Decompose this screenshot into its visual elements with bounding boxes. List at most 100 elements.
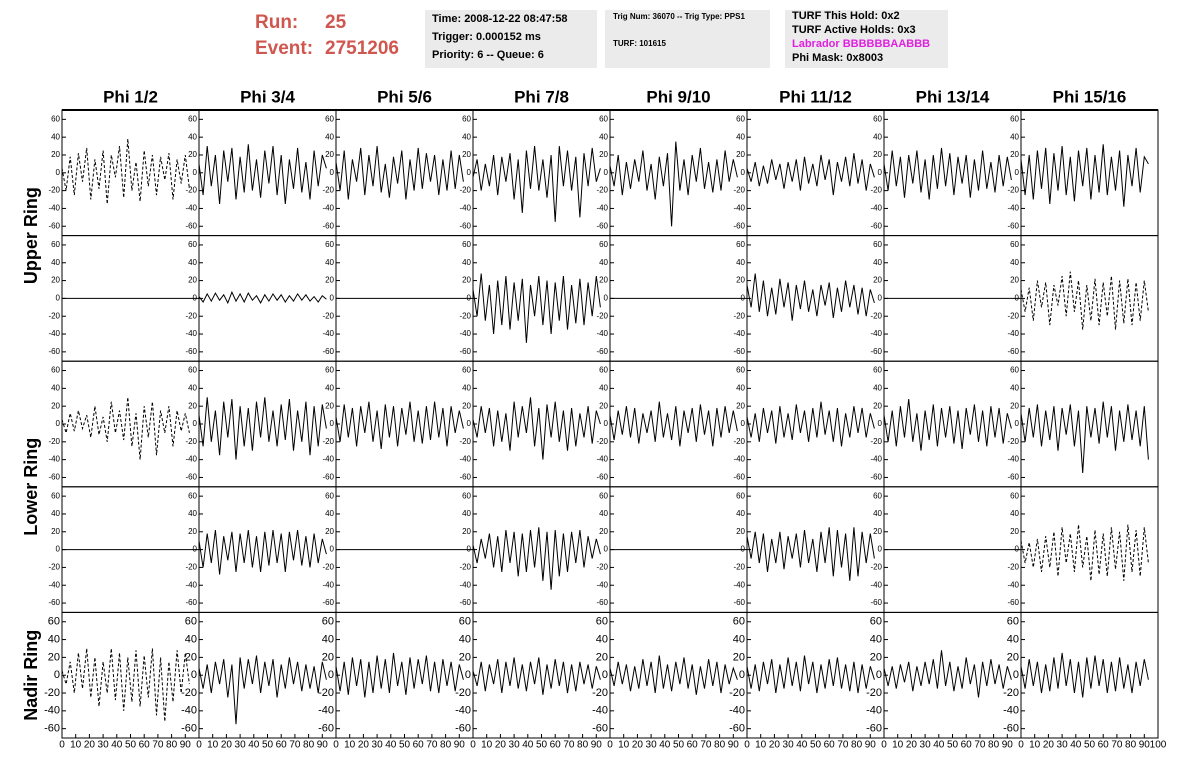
y-tick-label: 20 [462,150,471,159]
y-tick-label: 20 [736,276,745,285]
waveform [198,397,327,460]
x-tick-label: 80 [851,740,863,751]
y-tick-label: 0 [1013,669,1019,681]
y-tick-label: 20 [1007,651,1019,663]
y-tick-label: -60 [322,598,334,607]
y-tick-label: 0 [741,419,746,428]
x-tick-label: 50 [262,740,274,751]
y-tick-label: -40 [322,455,334,464]
x-tick-label: 10 [892,740,904,751]
y-tick-label: -40 [185,580,197,589]
y-tick-label: 0 [56,294,61,303]
x-tick-label: 50 [399,740,411,751]
y-tick-label: -60 [459,221,471,230]
panel-frame [1020,109,1159,237]
y-tick-label: 60 [51,366,60,375]
y-tick-label: 60 [870,616,882,628]
y-tick-label: 40 [870,633,882,645]
x-tick-label: 70 [426,740,438,751]
x-tick-label: 40 [111,740,123,751]
x-tick-label: 20 [1043,740,1055,751]
y-tick-label: -40 [459,204,471,213]
waveform [61,397,190,460]
y-tick-label: -20 [322,437,334,446]
y-tick-label: 60 [188,114,197,123]
y-tick-label: -40 [870,580,882,589]
y-tick-label: -20 [48,563,60,572]
y-tick-label: -60 [185,347,197,356]
y-tick-label: 0 [741,545,746,554]
y-tick-label: 60 [873,240,882,249]
y-tick-label: 20 [322,651,334,663]
y-tick-label: 20 [1010,527,1019,536]
y-tick-label: 0 [330,168,335,177]
y-tick-label: 20 [736,527,745,536]
y-tick-label: -60 [181,723,197,735]
y-tick-label: -20 [592,687,608,699]
panel-frame [335,611,474,739]
priority: Priority: 6 -- Queue: 6 [432,49,544,61]
y-tick-label: 60 [873,366,882,375]
y-tick-label: -20 [870,311,882,320]
x-tick-label: 70 [700,740,712,751]
y-tick-label: -60 [48,221,60,230]
y-tick-label: 40 [462,132,471,141]
x-tick-label: 0 [333,740,339,751]
y-tick-label: 40 [1010,132,1019,141]
x-tick-label: 10 [1029,740,1041,751]
waveform [1020,524,1149,581]
y-tick-label: 60 [325,240,334,249]
y-tick-label: 20 [599,276,608,285]
y-tick-label: 20 [599,401,608,410]
x-tick-label: 20 [632,740,644,751]
y-tick-label: -60 [185,473,197,482]
y-tick-label: -40 [1007,329,1019,338]
y-tick-label: 60 [1010,240,1019,249]
y-tick-label: 40 [325,383,334,392]
y-tick-label: -40 [733,455,745,464]
y-tick-label: -40 [185,455,197,464]
y-tick-label: 20 [462,276,471,285]
waveform [746,527,875,581]
y-tick-label: -40 [870,204,882,213]
y-tick-label: -40 [455,705,471,717]
x-tick-label: 60 [550,740,562,751]
y-tick-label: -60 [1003,723,1019,735]
y-tick-label: 0 [193,168,198,177]
y-tick-label: 40 [873,509,882,518]
y-tick-label: 40 [1010,509,1019,518]
x-tick-label: 0 [59,740,65,751]
x-tick-label: 10 [755,740,767,751]
y-tick-label: -40 [459,455,471,464]
y-tick-label: 60 [736,491,745,500]
x-tick-label: 50 [947,740,959,751]
waveform [1020,144,1149,207]
waveform [198,290,327,305]
y-tick-label: -60 [1007,598,1019,607]
y-tick-label: -20 [459,186,471,195]
y-tick-label: -40 [592,705,608,717]
x-tick-label: 80 [1125,740,1137,751]
panel-frame [883,109,1022,237]
y-tick-label: -20 [181,687,197,699]
y-tick-label: 60 [462,114,471,123]
y-tick-label: -40 [870,329,882,338]
y-tick-label: -60 [455,723,471,735]
panel-frame [335,109,474,237]
y-tick-label: -40 [596,204,608,213]
y-tick-label: 40 [51,509,60,518]
y-tick-label: 40 [873,383,882,392]
y-tick-label: -20 [1007,311,1019,320]
y-tick-label: 40 [462,509,471,518]
y-tick-label: -20 [185,437,197,446]
y-tick-label: 20 [599,150,608,159]
y-tick-label: 40 [51,383,60,392]
x-tick-label: 20 [495,740,507,751]
y-tick-label: 0 [604,168,609,177]
waveform [198,655,327,725]
x-tick-label: 80 [440,740,452,751]
panel-frame [61,611,200,739]
y-tick-label: 60 [1007,616,1019,628]
y-tick-label: -60 [870,598,882,607]
waveform [335,652,464,698]
